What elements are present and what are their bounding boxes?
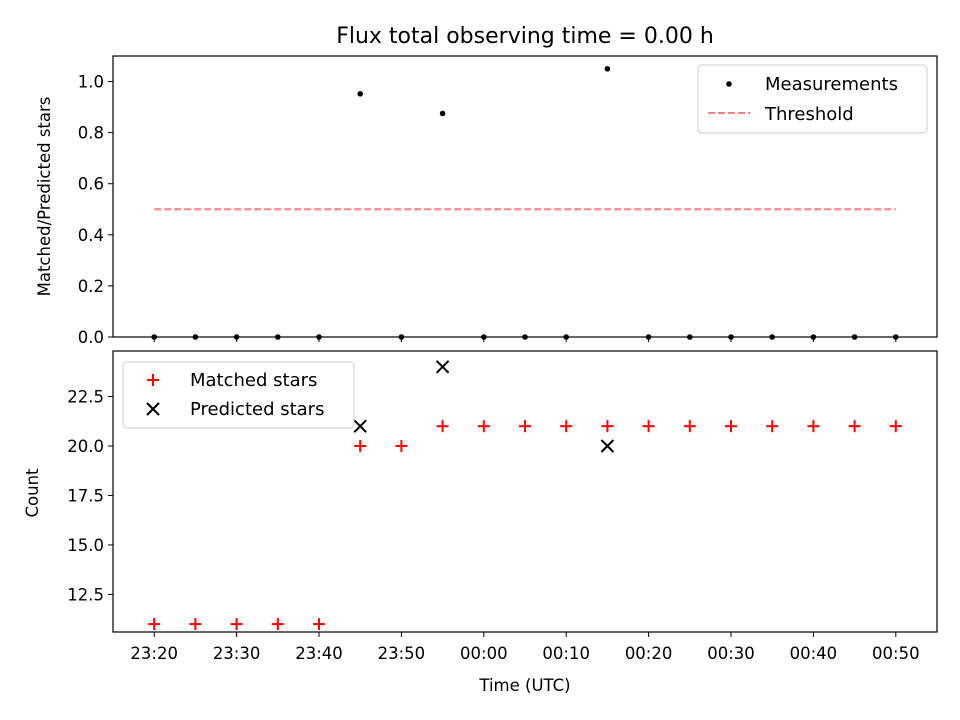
ratio-y-tick-label: 0.4 [78,226,104,245]
ratio-y-tick-label: 0.8 [78,124,104,143]
count-marks [148,360,902,631]
count-x-axis: 23:20 23:30 23:40 23:50 00:00 00:10 00:20 00:30… [130,632,920,663]
predicted-star-point [353,419,367,433]
matched-star-point [848,420,861,433]
count-x-tick-label: 23:30 [213,644,261,663]
matched-star-point [436,420,449,433]
count-y-tick-label: 12.5 [67,585,104,604]
ratio-legend: Measurements Threshold [697,64,928,134]
chart-title: Flux total observing time = 0.00 h [336,24,714,49]
count-x-tick-label: 00:50 [872,644,920,663]
ratio-x-ticks [153,337,897,342]
matched-star-point [807,420,820,433]
count-y-axis: 12.5 15.0 17.5 20.0 22.5 [67,388,113,604]
matched-star-point [642,420,655,433]
count-axes-frame [112,350,938,633]
matched-star-point [148,618,161,631]
measurement-point [604,65,611,72]
matched-star-point [230,618,243,631]
count-legend-box [122,361,355,429]
ratio-panel: 0.0 0.2 0.4 0.6 0.8 1.0 Matched/Predicted sta… [35,55,938,347]
count-x-tick-label: 00:30 [707,644,755,663]
matched-star-point [271,618,284,631]
count-y-tick-label: 17.5 [67,486,104,505]
ratio-y-tick-label: 0.6 [78,175,104,194]
matched-star-point [725,420,737,433]
legend-matched-marker [147,374,159,386]
matched-star-point [683,420,696,433]
matched-star-point [189,618,202,631]
predicted-star-stroke [353,419,367,433]
legend-measurements-marker [726,81,732,87]
count-x-tick-label: 00:00 [460,644,508,663]
count-y-tick-label: 20.0 [67,437,104,456]
matched-star-point [313,618,325,631]
count-x-tick-label: 23:40 [295,644,343,663]
ratio-y-tick-label: 0.2 [78,277,104,296]
legend-matched-label: Matched stars [190,370,317,391]
ratio-y-tick-label: 0.0 [78,328,104,347]
predicted-star-stroke [600,439,615,453]
legend-threshold-label: Threshold [764,104,854,125]
legend-predicted-label: Predicted stars [190,399,324,420]
legend-predicted-marker [146,402,160,416]
ratio-y-axis: 0.0 0.2 0.4 0.6 0.8 1.0 [78,73,113,347]
ratio-axes-frame [112,55,938,338]
matched-star-point [477,420,490,433]
ratio-legend-box [697,64,928,134]
count-x-tick-label: 23:20 [130,644,178,663]
predicted-star-point [600,439,615,453]
count-x-tick-label: 00:20 [625,644,673,663]
measurement-point [439,110,446,117]
matched-star-point [766,420,779,433]
matched-star-point [889,420,902,433]
count-legend: Matched stars Predicted stars [122,361,355,429]
matched-star-point [560,420,573,433]
x-axis-label: Time (UTC) [478,676,570,695]
matched-star-point [354,439,367,452]
measurement-point [357,91,364,97]
ratio-y-axis-label: Matched/Predicted stars [35,97,54,297]
legend-measurements-label: Measurements [765,74,898,95]
matched-star-point [395,439,408,452]
matched-star-point [519,420,531,433]
ratio-y-tick-label: 1.0 [78,73,104,92]
count-y-axis-label: Count [23,468,42,518]
count-panel: 12.5 15.0 17.5 20.0 22.5 23:20 23:30 23:40 23:5… [23,350,938,695]
count-x-tick-label: 00:40 [790,644,838,663]
matched-star-point [601,420,614,433]
count-y-tick-label: 22.5 [67,388,104,407]
predicted-star-stroke [435,360,450,374]
count-x-tick-label: 23:50 [378,644,426,663]
count-y-tick-label: 15.0 [67,536,104,555]
predicted-star-point [435,360,450,374]
count-x-tick-label: 00:10 [542,644,590,663]
